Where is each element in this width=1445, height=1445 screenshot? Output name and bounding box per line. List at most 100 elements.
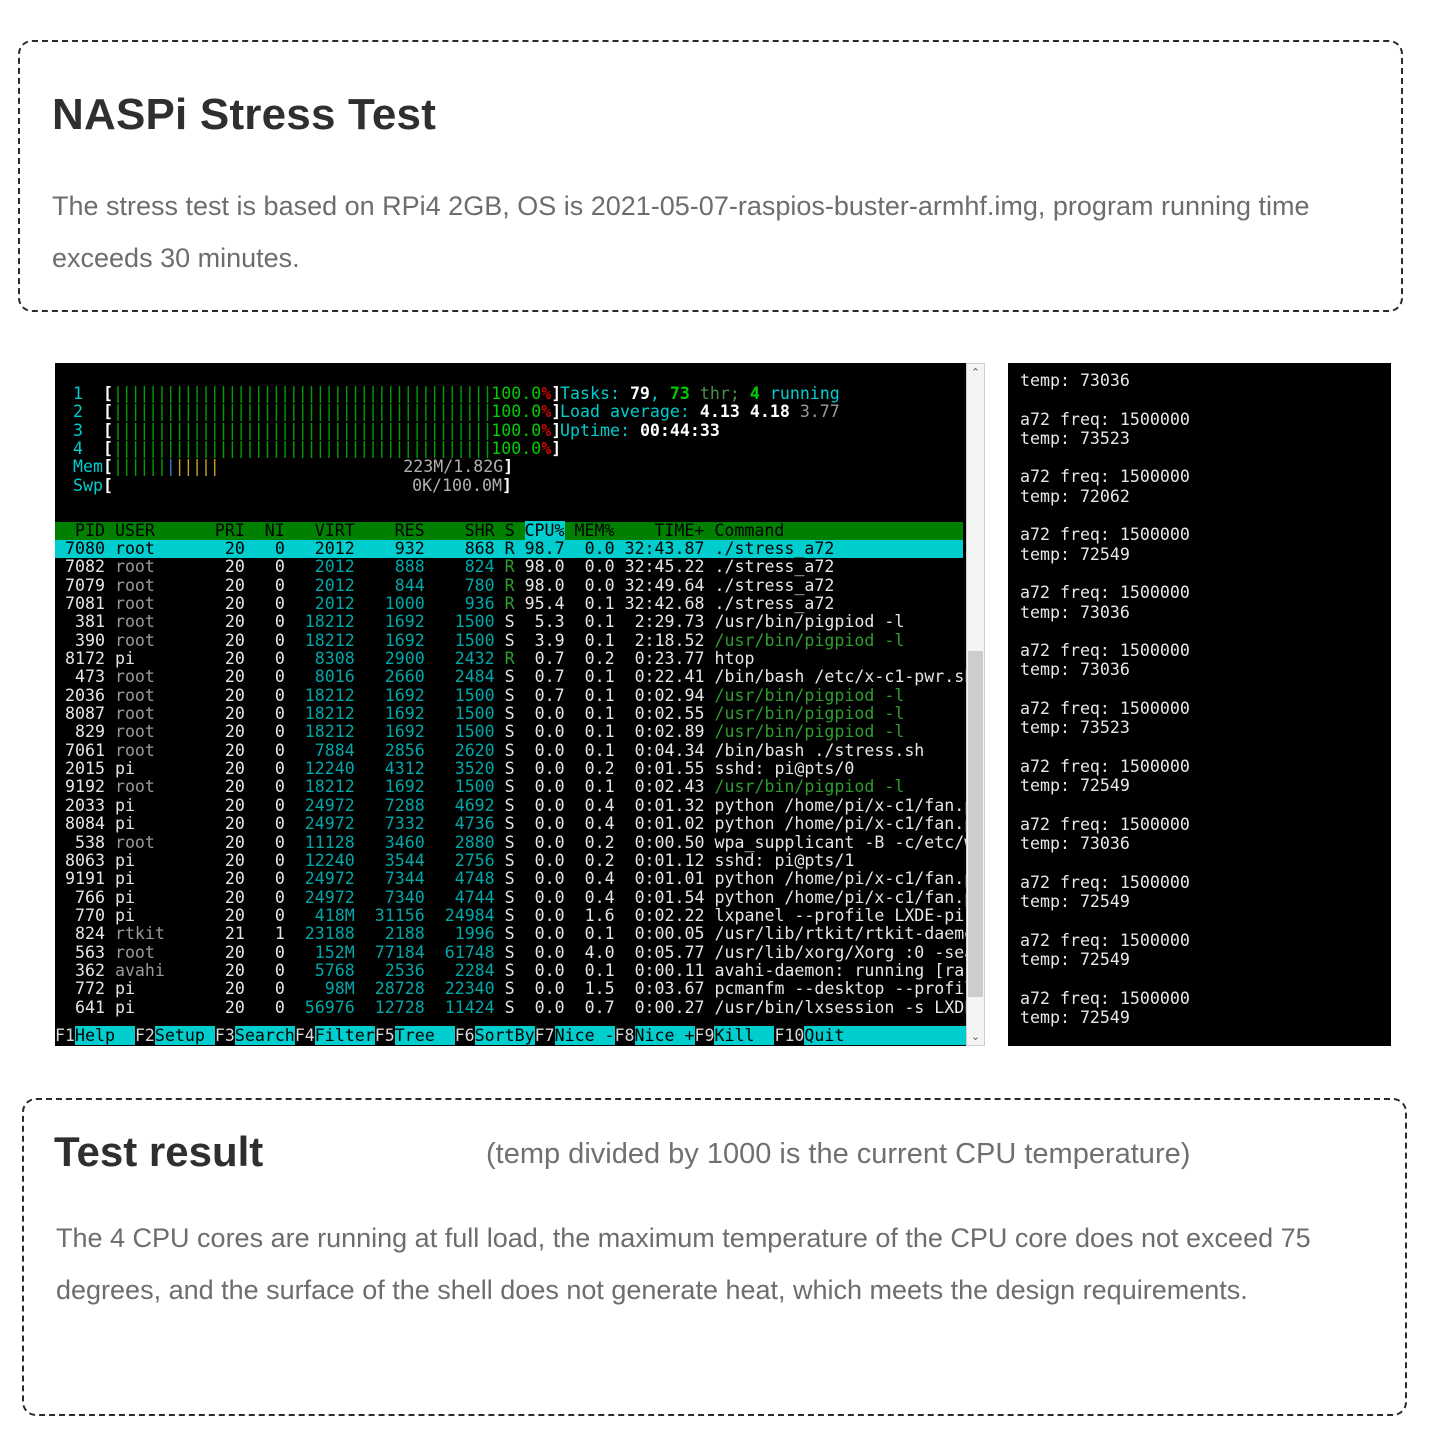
table-row[interactable]: 8172 pi 20 0 8308 2900 2432 R 0.7 0.2 0:… [55,649,755,669]
table-row[interactable]: 8087 root 20 0 18212 1692 1500 S 0.0 0.1… [55,704,905,724]
log-line: temp: 72549 [1020,1007,1130,1027]
htop-scrollbar[interactable]: ⌃ ⌄ [966,363,985,1046]
log-blank-line [1020,448,1190,467]
log-blank-line [1020,564,1190,583]
log-line: temp: 73036 [1020,602,1130,622]
log-line: a72 freq: 1500000 [1020,988,1190,1008]
fkey-f2[interactable]: F2 [134,1026,155,1045]
log-line: temp: 73036 [1020,371,1130,390]
result-title: Test result [54,1128,264,1175]
log-blank-line [1020,853,1190,872]
log-line: a72 freq: 1500000 [1020,409,1190,429]
table-row[interactable]: 538 root 20 0 11128 3460 2880 S 0.0 0.2 … [55,832,985,852]
log-line: a72 freq: 1500000 [1020,583,1190,603]
cpu-meter-4: 4 [|||||||||||||||||||||||||||||||||||||… [73,439,562,459]
table-row[interactable]: 563 root 20 0 152M 77184 61748 S 0.0 4.0… [55,942,985,962]
table-row[interactable]: 8084 pi 20 0 24972 7332 4736 S 0.0 0.4 0… [55,814,985,834]
table-row[interactable]: 2015 pi 20 0 12240 4312 3520 S 0.0 0.2 0… [55,759,855,779]
table-row[interactable]: 641 pi 20 0 56976 12728 11424 S 0.0 0.7 … [55,997,985,1017]
table-row[interactable]: 390 root 20 0 18212 1692 1500 S 3.9 0.1 … [55,630,905,650]
scroll-up-arrow-icon[interactable]: ⌃ [970,367,981,379]
temperature-log-content: temp: 73036 a72 freq: 1500000 temp: 73523… [1020,371,1190,1027]
fkey-f6[interactable]: F6 [454,1026,475,1045]
log-line: temp: 72549 [1020,776,1130,796]
log-blank-line [1020,969,1190,988]
table-row[interactable]: 2033 pi 20 0 24972 7288 4692 S 0.0 0.4 0… [55,795,985,815]
log-line: a72 freq: 1500000 [1020,641,1190,661]
log-line: a72 freq: 1500000 [1020,814,1190,834]
table-row[interactable]: 362 avahi 20 0 5768 2536 2284 S 0.0 0.1 … [55,960,985,980]
log-line: temp: 73036 [1020,834,1130,854]
fkey-f7[interactable]: F7 [534,1026,555,1045]
table-row[interactable]: 7061 root 20 0 7884 2856 2620 S 0.0 0.1 … [55,740,925,760]
process-table-header[interactable]: PID USER PRI NI VIRT RES SHR S CPU% MEM%… [55,521,963,541]
fkey-label-f9[interactable]: Kill [714,1026,775,1045]
log-blank-line [1020,506,1190,525]
fkey-f4[interactable]: F4 [294,1026,315,1045]
log-line: a72 freq: 1500000 [1020,930,1190,950]
table-row[interactable]: 772 pi 20 0 98M 28728 22340 S 0.0 1.5 0:… [55,979,985,999]
cpu-meter-2: 2 [|||||||||||||||||||||||||||||||||||||… [73,402,562,422]
log-line: temp: 72549 [1020,544,1130,564]
scroll-down-arrow-icon[interactable]: ⌄ [970,1031,981,1043]
log-line: a72 freq: 1500000 [1020,756,1190,776]
page-title: NASPi Stress Test [52,90,437,139]
log-line: temp: 73523 [1020,428,1130,448]
htop-terminal[interactable]: 1 [|||||||||||||||||||||||||||||||||||||… [55,363,985,1046]
htop-function-key-bar[interactable]: F1Help F2Setup F3SearchF4FilterF5Tree F6… [55,1025,985,1046]
table-row[interactable]: 7082 root 20 0 2012 888 824 R 98.0 0.0 3… [55,557,835,577]
scrollbar-thumb[interactable] [968,651,983,997]
cpu-meter-3: 3 [|||||||||||||||||||||||||||||||||||||… [73,420,562,440]
fkey-f10[interactable]: F10 [774,1026,805,1045]
htop-meters: 1 [|||||||||||||||||||||||||||||||||||||… [73,384,562,495]
table-row[interactable]: 7079 root 20 0 2012 844 780 R 98.0 0.0 3… [55,575,835,595]
fkey-f3[interactable]: F3 [214,1026,235,1045]
fkey-label-f8[interactable]: Nice + [634,1026,695,1045]
log-blank-line [1020,390,1190,409]
log-line: a72 freq: 1500000 [1020,525,1190,545]
table-row[interactable]: 9192 root 20 0 18212 1692 1500 S 0.0 0.1… [55,777,905,797]
table-row[interactable]: 2036 root 20 0 18212 1692 1500 S 0.7 0.1… [55,685,905,705]
temperature-log-terminal[interactable]: temp: 73036 a72 freq: 1500000 temp: 73523… [1008,363,1391,1046]
load-average-line: Load average: 4.13 4.18 3.77 [560,402,840,422]
table-row[interactable]: 770 pi 20 0 418M 31156 24984 S 0.0 1.6 0… [55,905,965,925]
fkey-label-f1[interactable]: Help [74,1026,135,1045]
fkey-label-f10[interactable]: Quit [804,1026,865,1045]
table-row[interactable]: 8063 pi 20 0 12240 3544 2756 S 0.0 0.2 0… [55,850,855,870]
log-line: a72 freq: 1500000 [1020,872,1190,892]
fkey-label-f6[interactable]: SortBy [474,1026,535,1045]
process-table-body: 7080 root 20 0 2012 932 868 R 98.7 0.0 3… [55,539,985,1017]
table-row[interactable]: 824 rtkit 21 1 23188 2188 1996 S 0.0 0.1… [55,924,985,944]
fkey-f1[interactable]: F1 [55,1026,75,1045]
fkey-label-f2[interactable]: Setup [154,1026,215,1045]
log-blank-line [1020,680,1190,699]
table-row[interactable]: 381 root 20 0 18212 1692 1500 S 5.3 0.1 … [55,612,905,632]
log-blank-line [1020,796,1190,815]
log-line: a72 freq: 1500000 [1020,699,1190,719]
table-row[interactable]: 829 root 20 0 18212 1692 1500 S 0.0 0.1 … [55,722,905,742]
fkey-label-f5[interactable]: Tree [394,1026,455,1045]
swap-meter: Swp[ 0K/100.0M] [73,475,512,495]
log-line: temp: 73523 [1020,718,1130,738]
log-blank-line [1020,738,1190,757]
table-row[interactable]: 766 pi 20 0 24972 7340 4744 S 0.0 0.4 0:… [55,887,985,907]
fkey-bar-filler [864,1026,985,1045]
fkey-label-f7[interactable]: Nice - [554,1026,615,1045]
fkey-label-f4[interactable]: Filter [314,1026,375,1045]
log-blank-line [1020,911,1190,930]
header-card: NASPi Stress Test The stress test is bas… [18,40,1403,312]
log-line: a72 freq: 1500000 [1020,467,1190,487]
fkey-f9[interactable]: F9 [694,1026,715,1045]
log-line: temp: 72549 [1020,892,1130,912]
fkey-f5[interactable]: F5 [374,1026,395,1045]
table-row[interactable]: 473 root 20 0 8016 2660 2484 S 0.7 0.1 0… [55,667,975,687]
fkey-f8[interactable]: F8 [614,1026,635,1045]
table-row[interactable]: 9191 pi 20 0 24972 7344 4748 S 0.0 0.4 0… [55,869,985,889]
table-row[interactable]: 7081 root 20 0 2012 1000 936 R 95.4 0.1 … [55,594,835,614]
table-row[interactable]: 7080 root 20 0 2012 932 868 R 98.7 0.0 3… [55,539,963,559]
result-description: The 4 CPU cores are running at full load… [56,1223,1311,1305]
log-blank-line [1020,622,1190,641]
log-line: temp: 72062 [1020,486,1130,506]
fkey-label-f3[interactable]: Search [234,1026,295,1045]
